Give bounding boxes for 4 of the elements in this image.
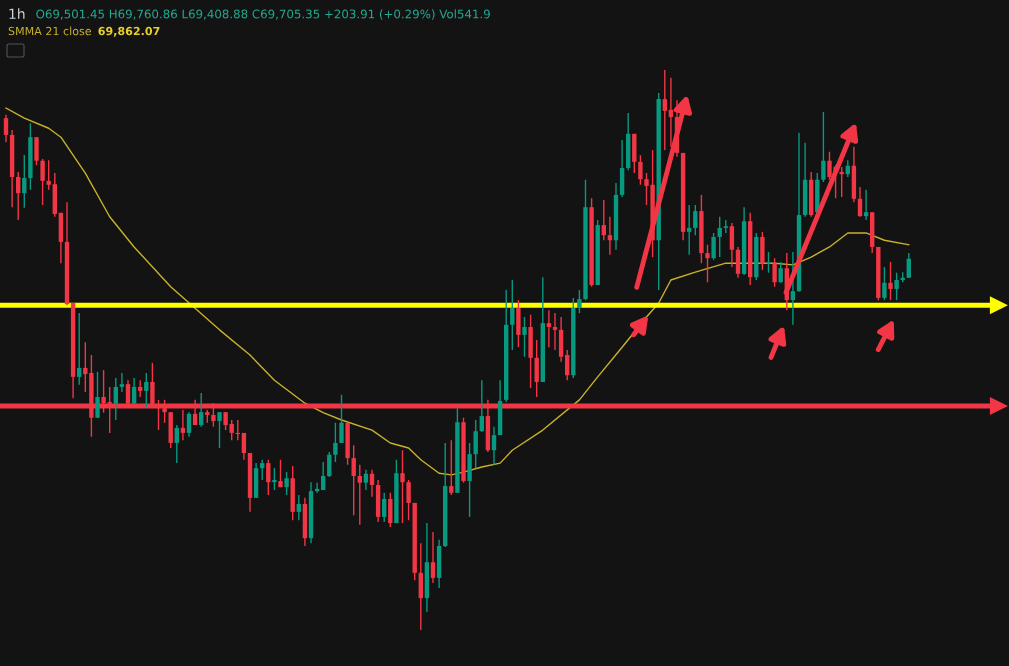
text: 69,862.07 [98,26,160,37]
chart-title: 1h [9,8,25,19]
text: SMMA 21 close [8,26,92,36]
text: O69,501.45 H69,760.86 L69,408.88 C69,705.35 +203.91 (+0.29%) Vol541.9 [36,9,490,20]
